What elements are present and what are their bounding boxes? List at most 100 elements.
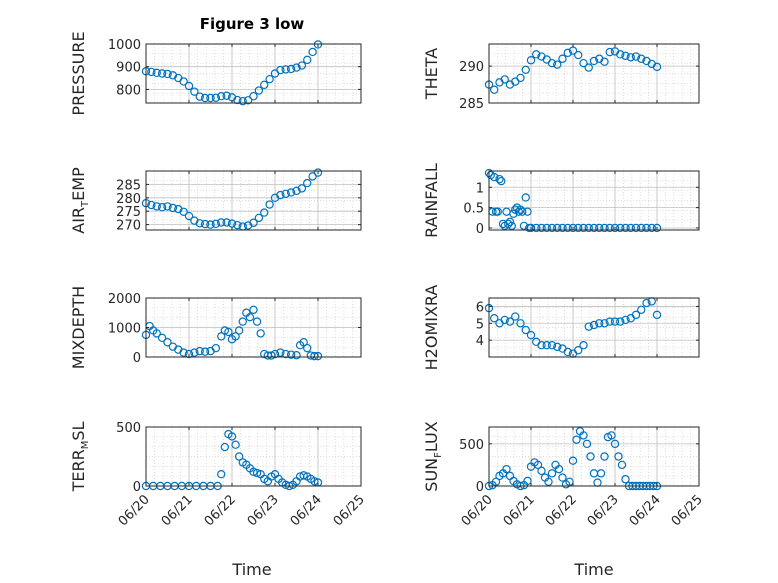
x-tick-label: 06/25 <box>669 492 706 529</box>
data-point <box>179 77 188 86</box>
data-point <box>574 223 583 233</box>
axes-box <box>145 43 362 104</box>
subplot-2: 285 290 THETA <box>422 43 700 112</box>
data-point <box>299 338 308 347</box>
data-point <box>217 470 226 479</box>
data-point <box>595 319 604 328</box>
y-tick-label: 285 <box>459 97 484 112</box>
y-axis-label: MIXDEPTH <box>69 286 88 369</box>
y-axis-label: AIRTEMP <box>69 167 91 234</box>
data-point <box>563 223 572 233</box>
data-point <box>584 223 593 233</box>
data-point <box>616 223 625 233</box>
subplot-6: 4 5 6 H2OMIXRA <box>422 285 700 370</box>
data-point <box>621 51 630 61</box>
data-point <box>190 348 199 357</box>
data-point <box>523 207 532 216</box>
data-point <box>595 223 604 233</box>
data-point <box>249 305 258 314</box>
data-point <box>637 305 646 314</box>
data-point <box>200 347 210 356</box>
data-point <box>270 349 280 359</box>
data-point <box>303 343 312 353</box>
data-point <box>276 65 285 75</box>
data-point <box>614 452 623 461</box>
data-point <box>276 190 285 200</box>
data-point <box>281 189 290 198</box>
axes-box <box>488 297 700 358</box>
plot-area <box>146 427 361 486</box>
subplot-5: 0 1000 2000 MIXDEPTH <box>69 286 362 369</box>
data-point <box>233 220 242 230</box>
data-point <box>217 218 226 227</box>
data-point <box>238 317 247 326</box>
data-point <box>292 63 301 72</box>
data-point <box>526 330 536 340</box>
data-point <box>558 473 567 482</box>
data-point <box>179 348 188 357</box>
y-tick-label: 0 <box>133 351 141 366</box>
y-tick-label: 270 <box>116 219 141 234</box>
y-tick-label: 500 <box>116 421 141 436</box>
y-tick-label: 5 <box>476 317 484 332</box>
data-point <box>579 431 588 440</box>
data-point <box>217 332 226 341</box>
plot-area <box>146 44 361 103</box>
data-point <box>626 53 635 62</box>
data-point <box>589 320 599 330</box>
data-point <box>265 200 274 209</box>
data-point <box>518 207 527 216</box>
data-point <box>572 435 581 444</box>
data-point <box>256 329 265 338</box>
data-point <box>579 58 588 68</box>
data-point <box>260 80 269 90</box>
data-point <box>292 186 301 196</box>
subplot-7: 0 500 06/20 06/21 06/22 06/23 06/24 06/25 TERRMS… <box>69 421 368 529</box>
data-point <box>617 460 627 470</box>
data-point <box>495 174 504 184</box>
x-tick-label: 06/20 <box>459 492 496 529</box>
axes-box <box>145 170 362 231</box>
data-point <box>184 349 194 359</box>
data-point <box>292 351 301 360</box>
data-point <box>532 50 541 59</box>
y-axis-label: PRESSURE <box>69 31 88 115</box>
data-point <box>547 223 557 233</box>
data-point <box>152 202 161 211</box>
data-point <box>276 348 285 357</box>
data-point <box>610 317 620 326</box>
data-point <box>589 56 599 66</box>
data-point <box>537 223 546 233</box>
data-point <box>511 312 520 321</box>
data-point <box>565 477 574 486</box>
data-point <box>610 223 620 233</box>
data-point <box>490 314 499 323</box>
data-point <box>238 96 247 106</box>
data-point <box>227 432 237 441</box>
data-point <box>152 68 161 78</box>
data-point <box>157 333 167 343</box>
data-point <box>254 86 264 95</box>
data-point <box>265 74 274 84</box>
data-point <box>505 217 515 227</box>
data-point <box>542 341 551 350</box>
data-point <box>631 223 641 233</box>
data-point <box>553 223 562 233</box>
data-point <box>605 223 614 233</box>
x-axis-label-right: Time <box>573 560 613 579</box>
y-axis-label: SUNFLUX <box>422 421 444 491</box>
data-point <box>152 329 161 338</box>
data-point <box>157 69 167 78</box>
data-point <box>500 315 509 325</box>
data-point <box>631 52 641 61</box>
data-point <box>281 65 290 74</box>
data-point <box>554 464 564 474</box>
data-point <box>249 91 258 101</box>
x-tick-label: 06/23 <box>245 492 282 529</box>
data-point <box>163 69 172 79</box>
data-point <box>222 91 231 100</box>
y-tick-label: 800 <box>116 83 141 98</box>
data-point <box>558 54 567 63</box>
data-point <box>195 346 204 356</box>
